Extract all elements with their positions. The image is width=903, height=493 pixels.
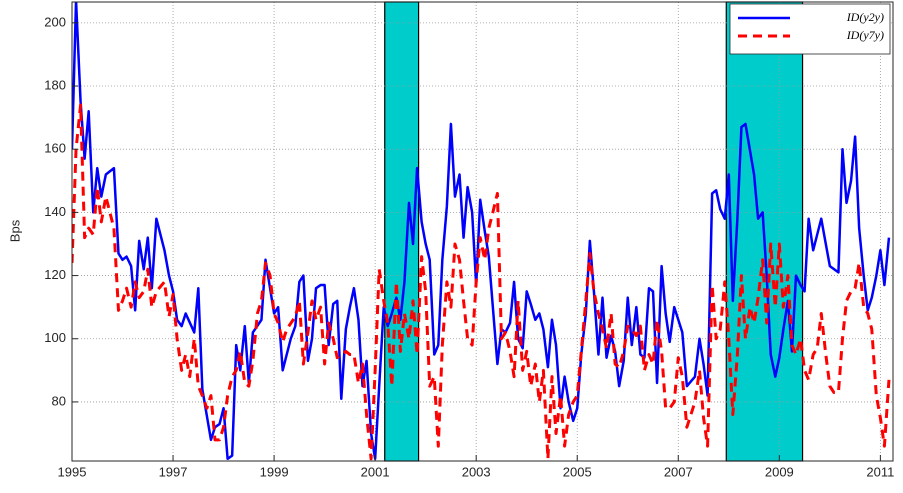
legend-label: ID(y7y) [846,28,884,42]
x-tick-label: 1999 [260,464,289,479]
legend-box [729,3,891,55]
y-tick-label: 180 [44,77,66,92]
x-tick-label: 2009 [765,464,794,479]
y-tick-label: 160 [44,141,66,156]
x-tick-label: 2007 [664,464,693,479]
x-tick-label: 1995 [58,464,87,479]
y-tick-label: 120 [44,267,66,282]
y-tick-label: 80 [52,393,66,408]
y-tick-label: 200 [44,14,66,29]
y-axis-label: Bps [7,219,22,242]
x-tick-label: 2003 [462,464,491,479]
x-tick-label: 2011 [866,464,894,479]
x-tick-label: 1997 [159,464,188,479]
legend-label: ID(y2y) [846,10,884,24]
x-tick-label: 2001 [361,464,390,479]
plot-frame [71,1,894,462]
x-tick-label: 2005 [563,464,592,479]
y-tick-label: 100 [44,330,66,345]
data-line [72,2,891,461]
y-tick-label: 140 [44,204,66,219]
